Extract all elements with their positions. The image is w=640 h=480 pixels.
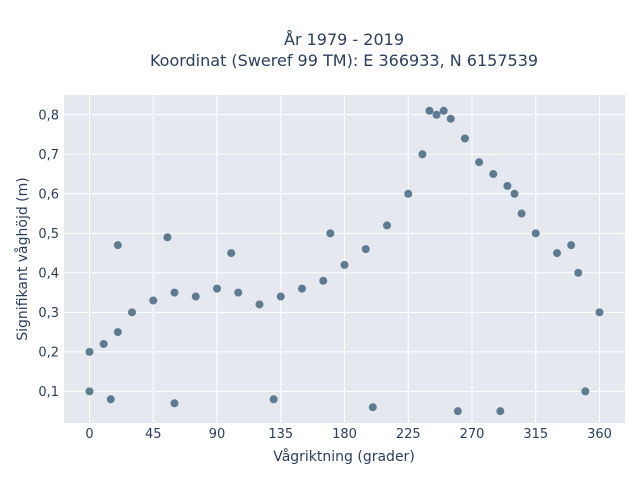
- scatter-point: [517, 209, 526, 218]
- scatter-point: [227, 249, 236, 258]
- scatter-point: [460, 134, 469, 143]
- scatter-point: [595, 308, 604, 317]
- scatter-point: [581, 387, 590, 396]
- scatter-point: [128, 308, 136, 317]
- scatter-point: [418, 150, 427, 159]
- y-tick-label: 0,3: [38, 306, 59, 321]
- y-axis-label: Signifikant våghöjd (m): [14, 177, 31, 340]
- scatter-point: [368, 403, 377, 412]
- scatter-point: [149, 296, 158, 305]
- scatter-point: [170, 399, 179, 408]
- x-tick-label: 225: [396, 427, 421, 442]
- scatter-point: [113, 241, 122, 250]
- y-tick-labels: 0,1 0,2 0,3 0,4 0,5 0,6 0,7 0,8: [38, 108, 59, 400]
- scatter-point: [106, 395, 115, 404]
- scatter-point: [234, 288, 243, 297]
- scatter-point: [425, 106, 434, 115]
- scatter-point: [567, 241, 576, 250]
- y-tick-label: 0,1: [38, 385, 59, 400]
- scatter-point: [574, 268, 583, 277]
- scatter-point: [319, 276, 328, 285]
- scatter-point: [503, 181, 512, 190]
- y-tick-label: 0,7: [38, 148, 59, 163]
- grid-lines: [64, 95, 625, 423]
- x-tick-label: 180: [332, 427, 357, 442]
- y-tick-label: 0,8: [38, 108, 59, 123]
- scatter-point: [489, 170, 498, 179]
- scatter-point: [475, 158, 484, 167]
- scatter-point: [531, 229, 540, 238]
- scatter-point: [446, 114, 455, 123]
- scatter-point: [113, 328, 122, 337]
- scatter-point: [276, 292, 285, 301]
- scatter-point: [85, 387, 94, 396]
- scatter-point: [510, 189, 519, 198]
- scatter-point: [213, 284, 221, 293]
- x-tick-label: 360: [587, 427, 612, 442]
- scatter-point: [439, 106, 448, 115]
- chart-title-line-2: Koordinat (Sweref 99 TM): E 366933, N 61…: [150, 51, 538, 70]
- scatter-point: [163, 233, 172, 242]
- scatter-point: [404, 189, 413, 198]
- x-tick-label: 135: [268, 427, 293, 442]
- scatter-point: [453, 407, 462, 416]
- scatter-point: [191, 292, 200, 301]
- scatter-point: [553, 249, 561, 258]
- y-tick-label: 0,4: [38, 266, 59, 281]
- chart-title-line-1: År 1979 - 2019: [284, 30, 404, 49]
- scatter-point: [326, 229, 335, 238]
- scatter-point: [298, 284, 306, 293]
- y-tick-label: 0,2: [38, 345, 59, 360]
- x-tick-label: 315: [523, 427, 548, 442]
- x-tick-labels: 0 45 90 135 180 225 270 315 360: [85, 427, 612, 442]
- y-tick-label: 0,5: [38, 227, 59, 242]
- x-axis-label: Vågriktning (grader): [273, 448, 415, 465]
- scatter-point: [340, 260, 349, 269]
- scatter-points: [85, 106, 604, 416]
- x-tick-label: 90: [209, 427, 226, 442]
- scatter-point: [99, 339, 108, 348]
- y-tick-label: 0,6: [38, 187, 59, 202]
- scatter-point: [269, 395, 278, 404]
- x-tick-label: 0: [85, 427, 93, 442]
- x-tick-label: 270: [460, 427, 485, 442]
- x-tick-label: 45: [145, 427, 162, 442]
- scatter-point: [170, 288, 179, 297]
- scatter-point: [432, 110, 441, 119]
- scatter-point: [383, 221, 391, 230]
- scatter-point: [85, 347, 94, 356]
- scatter-point: [361, 245, 370, 254]
- scatter-point: [496, 407, 505, 416]
- scatter-point: [255, 300, 264, 309]
